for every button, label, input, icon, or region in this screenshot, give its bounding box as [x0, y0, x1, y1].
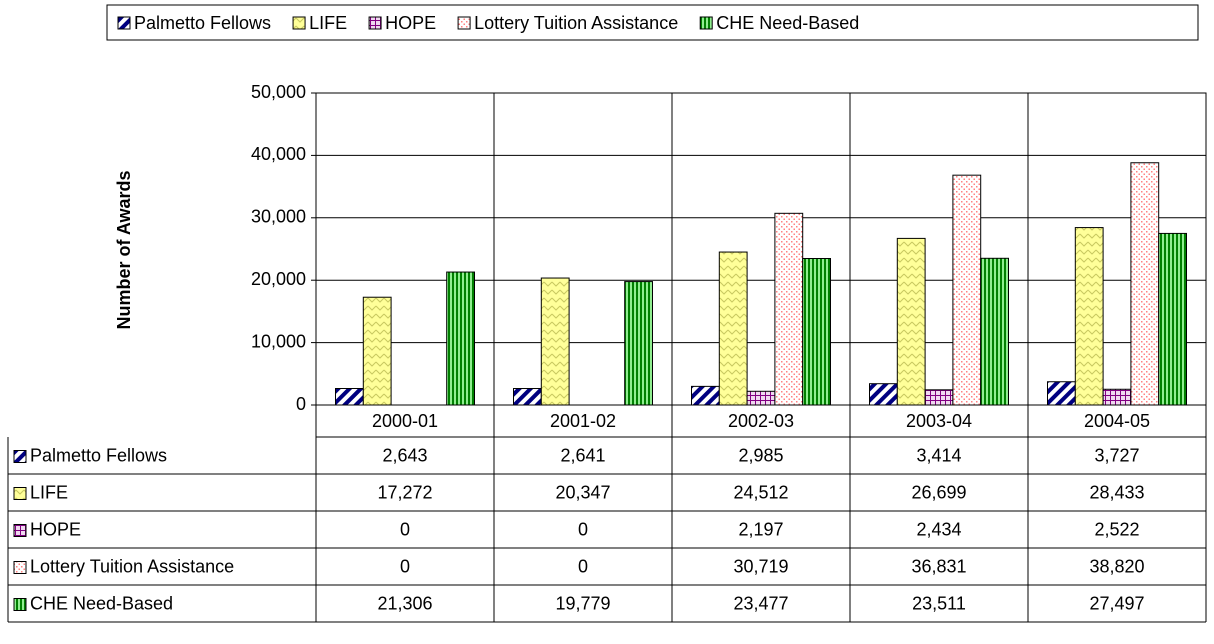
table-cell: 2,197 — [738, 519, 783, 539]
y-axis-title: Number of Awards — [114, 170, 134, 329]
bar — [952, 174, 982, 406]
y-tick-label: 10,000 — [251, 331, 306, 351]
table-cell: 30,719 — [733, 556, 788, 576]
table-cell: 2,522 — [1094, 519, 1139, 539]
bar — [1130, 162, 1160, 406]
y-tick-label: 30,000 — [251, 207, 306, 227]
x-tick-label: 2003-04 — [906, 411, 972, 431]
y-tick-label: 50,000 — [251, 82, 306, 102]
y-tick-label: 20,000 — [251, 269, 306, 289]
bar — [624, 281, 654, 406]
table-cell: 17,272 — [377, 482, 432, 502]
bar — [774, 212, 804, 406]
table-cell: 0 — [400, 556, 410, 576]
table-cell: 23,477 — [733, 593, 788, 613]
table-cell: 0 — [400, 519, 410, 539]
legend-label: CHE Need-Based — [716, 13, 859, 33]
legend-swatch — [117, 16, 131, 30]
bar — [1102, 388, 1132, 406]
bar — [980, 257, 1010, 406]
legend-swatch — [13, 450, 27, 463]
bar — [513, 388, 542, 406]
legend-swatch — [13, 524, 27, 537]
x-tick-label: 2000-01 — [372, 411, 438, 431]
table-row-label: HOPE — [30, 519, 81, 539]
bar — [802, 258, 832, 406]
legend-swatch — [13, 487, 27, 500]
table-cell: 2,434 — [916, 519, 961, 539]
table-cell: 0 — [578, 519, 588, 539]
table-row-label: LIFE — [30, 482, 68, 502]
table-cell: 2,985 — [738, 445, 783, 465]
bar — [1158, 232, 1187, 406]
legend-label: HOPE — [385, 13, 436, 33]
bar — [540, 277, 570, 406]
bar — [1074, 227, 1104, 406]
table-cell: 27,497 — [1089, 593, 1144, 613]
legend-swatch — [457, 16, 471, 30]
table-cell: 0 — [578, 556, 588, 576]
table-cell: 3,414 — [916, 445, 961, 465]
table-cell: 19,779 — [555, 593, 610, 613]
legend-swatch — [699, 16, 713, 30]
table-cell: 21,306 — [377, 593, 432, 613]
table-row-label: Palmetto Fellows — [30, 445, 167, 465]
legend-label: Palmetto Fellows — [134, 13, 271, 33]
table-cell: 2,641 — [560, 445, 605, 465]
table-cell: 3,727 — [1094, 445, 1139, 465]
legend — [106, 4, 1199, 41]
table-cell: 36,831 — [911, 556, 966, 576]
legend-label: Lottery Tuition Assistance — [474, 13, 678, 33]
table-row-label: Lottery Tuition Assistance — [30, 556, 234, 576]
bar — [1047, 381, 1076, 406]
legend-label: LIFE — [309, 13, 347, 33]
table-row-label: CHE Need-Based — [30, 593, 173, 613]
y-tick-label: 40,000 — [251, 144, 306, 164]
bar — [335, 388, 364, 406]
legend-swatch — [13, 598, 27, 611]
bar — [896, 237, 926, 406]
x-tick-label: 2001-02 — [550, 411, 616, 431]
bar — [718, 251, 748, 406]
table-cell: 26,699 — [911, 482, 966, 502]
bar — [362, 296, 392, 406]
legend-swatch — [13, 561, 27, 574]
legend-swatch — [292, 16, 306, 30]
bar — [869, 383, 898, 406]
table-cell: 24,512 — [733, 482, 788, 502]
table-cell: 28,433 — [1089, 482, 1144, 502]
bar — [746, 390, 776, 406]
table-cell: 38,820 — [1089, 556, 1144, 576]
bar — [924, 389, 954, 406]
bar — [446, 271, 476, 406]
table-cell: 20,347 — [555, 482, 610, 502]
x-tick-label: 2004-05 — [1084, 411, 1150, 431]
y-tick-label: 0 — [296, 394, 306, 414]
table-cell: 2,643 — [382, 445, 427, 465]
bar — [691, 385, 720, 406]
x-tick-label: 2002-03 — [728, 411, 794, 431]
legend-swatch — [368, 16, 382, 30]
table-cell: 23,511 — [912, 593, 966, 613]
